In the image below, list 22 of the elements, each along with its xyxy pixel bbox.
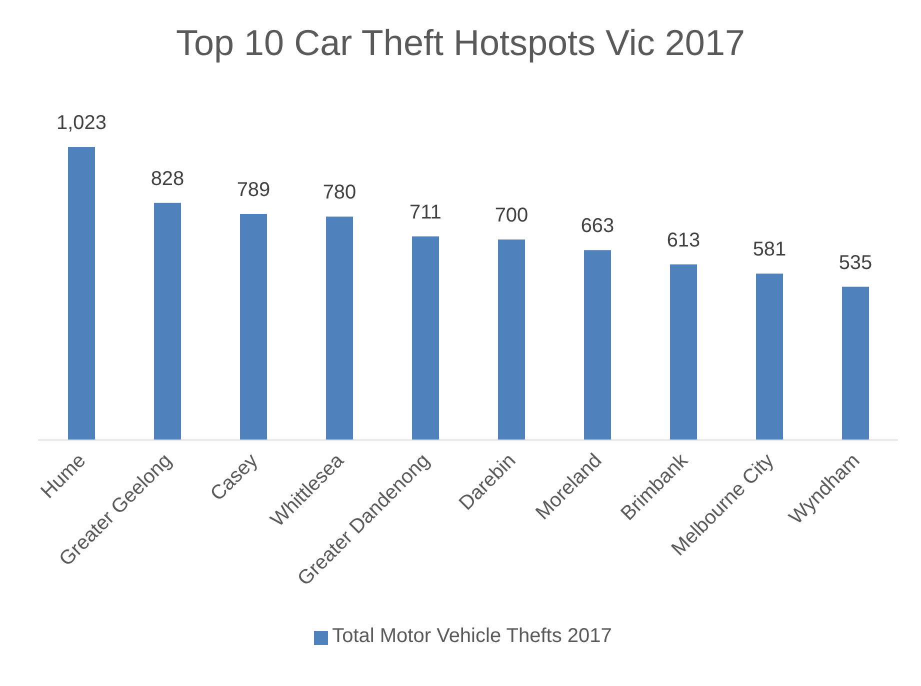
data-label: 663 [580,215,614,238]
data-label: 613 [666,229,700,252]
bar [498,240,525,440]
data-label: 780 [322,182,356,204]
data-label: 535 [838,252,872,274]
bar [584,250,611,440]
bar [670,264,697,440]
bar [326,216,353,440]
bar [240,214,267,440]
bar [412,236,439,440]
bar [154,202,181,440]
data-label: 581 [752,238,786,261]
chart-title: Top 10 Car Theft Hotspots Vic 2017 [174,21,746,65]
bar [68,147,95,440]
bar [842,286,869,440]
data-label: 711 [410,201,442,224]
legend-label: Total Motor Vehicle Thefts 2017 [332,625,612,647]
data-label: 700 [494,204,528,227]
bar [756,274,783,440]
data-label: 828 [150,168,184,190]
data-label: 789 [236,179,270,202]
data-label: 1,023 [56,112,107,134]
